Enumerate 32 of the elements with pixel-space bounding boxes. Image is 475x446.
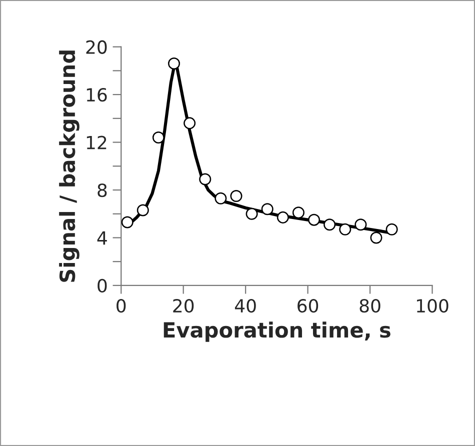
y-axis-title: Signal / background — [59, 50, 80, 282]
x-tick-label: 80 — [360, 298, 380, 313]
point — [386, 223, 398, 236]
y-tick-label: 4 — [97, 231, 107, 245]
point — [152, 132, 164, 144]
point — [308, 214, 320, 226]
y-tick-label: 8 — [98, 183, 107, 198]
y-tick-label: 12 — [86, 136, 106, 150]
y-tick-label: 20 — [86, 40, 107, 54]
point — [261, 203, 274, 216]
point — [292, 206, 304, 219]
x-axis-title: Evaporation time, s — [164, 322, 390, 342]
point — [370, 232, 382, 244]
point — [214, 192, 227, 204]
point — [339, 223, 352, 236]
point — [324, 218, 336, 231]
x-tick-label: 60 — [298, 298, 318, 313]
point — [199, 173, 212, 186]
y-tick-label: 16 — [86, 88, 107, 102]
x-tick-label: 100 — [417, 298, 448, 313]
x-tick-label: 40 — [234, 298, 256, 313]
point — [121, 216, 134, 228]
x-tick-label: 20 — [173, 298, 194, 313]
point — [230, 190, 242, 202]
point — [184, 117, 196, 130]
point — [354, 218, 367, 231]
point — [246, 208, 258, 220]
y-tick-label: 0 — [98, 278, 107, 293]
point — [276, 211, 289, 224]
point — [136, 204, 149, 216]
point — [168, 58, 180, 70]
x-tick-label: 0 — [116, 298, 126, 313]
